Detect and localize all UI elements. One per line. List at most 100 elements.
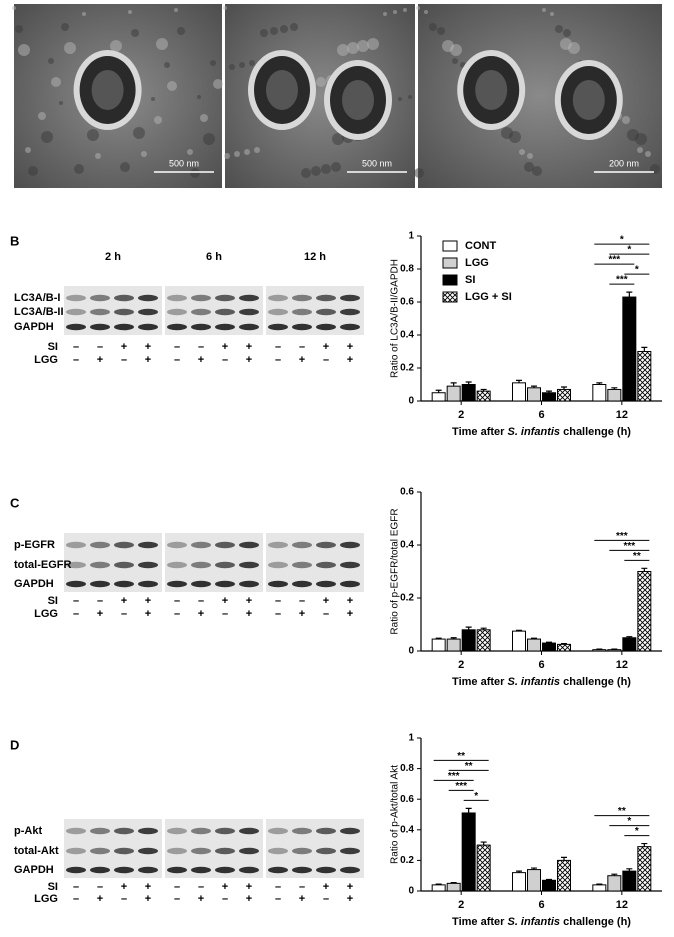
treatment-sign: + — [347, 341, 353, 353]
y-axis-label: Ratio of p-Akt/total Akt — [390, 765, 401, 864]
error-bar — [450, 637, 457, 640]
blot-band — [340, 866, 360, 874]
y-tick-label: 0.6 — [400, 297, 414, 308]
error-bar — [516, 379, 522, 383]
blot-band — [167, 580, 187, 588]
texture — [110, 40, 122, 52]
blot-band — [239, 561, 259, 569]
treatment-sign: – — [121, 608, 127, 620]
error-bar — [450, 382, 457, 387]
bar — [557, 388, 571, 402]
bar — [622, 296, 637, 402]
significance-label: ** — [457, 751, 465, 762]
blot-band — [340, 827, 360, 835]
significance-label: *** — [455, 781, 467, 792]
treatment-sign: + — [145, 354, 151, 366]
blot-row-label: LC3A/B-I — [14, 292, 60, 304]
bar — [542, 642, 556, 652]
bar — [461, 812, 476, 892]
blot-band — [167, 294, 187, 302]
error-bar — [516, 870, 522, 873]
blot-band — [215, 294, 235, 302]
bar — [512, 382, 526, 402]
texture — [64, 42, 76, 54]
x-tick-label: 2 — [458, 659, 464, 671]
texture — [234, 151, 240, 157]
texture — [244, 149, 250, 155]
significance-label: *** — [616, 275, 628, 286]
blot-band — [215, 847, 235, 855]
error-bar — [596, 883, 603, 885]
treatment-sign: + — [347, 881, 353, 893]
y-tick-label: 1 — [408, 733, 414, 744]
blot-band — [316, 827, 336, 835]
error-bar — [531, 385, 537, 388]
treatment-sign: – — [275, 595, 281, 607]
texture — [177, 27, 185, 35]
texture — [331, 162, 341, 172]
texture — [532, 166, 542, 176]
texture — [229, 64, 235, 70]
treatment-sign: – — [73, 354, 79, 366]
texture — [367, 38, 379, 50]
treatment-sign: + — [347, 354, 353, 366]
blot-band — [167, 827, 187, 835]
x-tick-label: 2 — [458, 409, 464, 421]
blot-band — [268, 294, 288, 302]
texture — [95, 153, 101, 159]
significance-label: *** — [616, 531, 628, 542]
texture — [332, 133, 344, 145]
blot-band — [215, 827, 235, 835]
blot-band — [66, 847, 86, 855]
treatment-label: SI — [48, 881, 58, 893]
treatment-sign: – — [73, 341, 79, 353]
texture — [550, 12, 554, 16]
significance-label: ** — [633, 551, 641, 562]
blot-band — [191, 827, 211, 835]
y-tick-label: 0.6 — [400, 794, 414, 805]
texture — [249, 60, 255, 66]
significance-label: *** — [608, 255, 620, 266]
y-axis-label: Ratio of LC3A/B-II/GAPDH — [390, 259, 401, 378]
blot-band — [239, 866, 259, 874]
timepoint-label: 12 h — [304, 251, 326, 263]
blot-band — [114, 541, 134, 549]
treatment-sign: – — [299, 881, 305, 893]
x-tick-label: 6 — [538, 409, 544, 421]
blot-band — [66, 323, 86, 331]
x-axis-label-part: Time after — [452, 916, 507, 928]
blot-band — [215, 541, 235, 549]
blot-band — [340, 541, 360, 549]
treatment-sign: – — [275, 608, 281, 620]
treatment-sign: + — [121, 341, 127, 353]
significance-label: ** — [465, 761, 473, 772]
texture — [519, 149, 525, 155]
treatment-sign: – — [73, 881, 79, 893]
y-tick-label: 0.4 — [400, 330, 414, 341]
texture — [316, 77, 326, 87]
texture — [321, 164, 331, 174]
texture — [223, 6, 227, 10]
y-tick-label: 0.4 — [400, 540, 414, 551]
bar — [431, 884, 446, 892]
blot-band — [292, 561, 312, 569]
error-bar — [561, 386, 567, 390]
blot-band — [316, 308, 336, 316]
error-bar — [611, 873, 618, 876]
blot-band — [66, 561, 86, 569]
treatment-sign: – — [174, 354, 180, 366]
treatment-sign: + — [145, 608, 151, 620]
treatment-sign: – — [222, 608, 228, 620]
texture — [38, 112, 46, 120]
blot-band — [316, 561, 336, 569]
blot-band — [239, 847, 259, 855]
error-bar — [641, 567, 648, 572]
blot-band — [215, 308, 235, 316]
treatment-sign: + — [299, 893, 305, 905]
treatment-sign: – — [97, 595, 103, 607]
blot-band — [268, 541, 288, 549]
blot-band — [138, 308, 158, 316]
texture — [120, 162, 130, 172]
texture — [555, 25, 563, 33]
blot-band — [316, 294, 336, 302]
